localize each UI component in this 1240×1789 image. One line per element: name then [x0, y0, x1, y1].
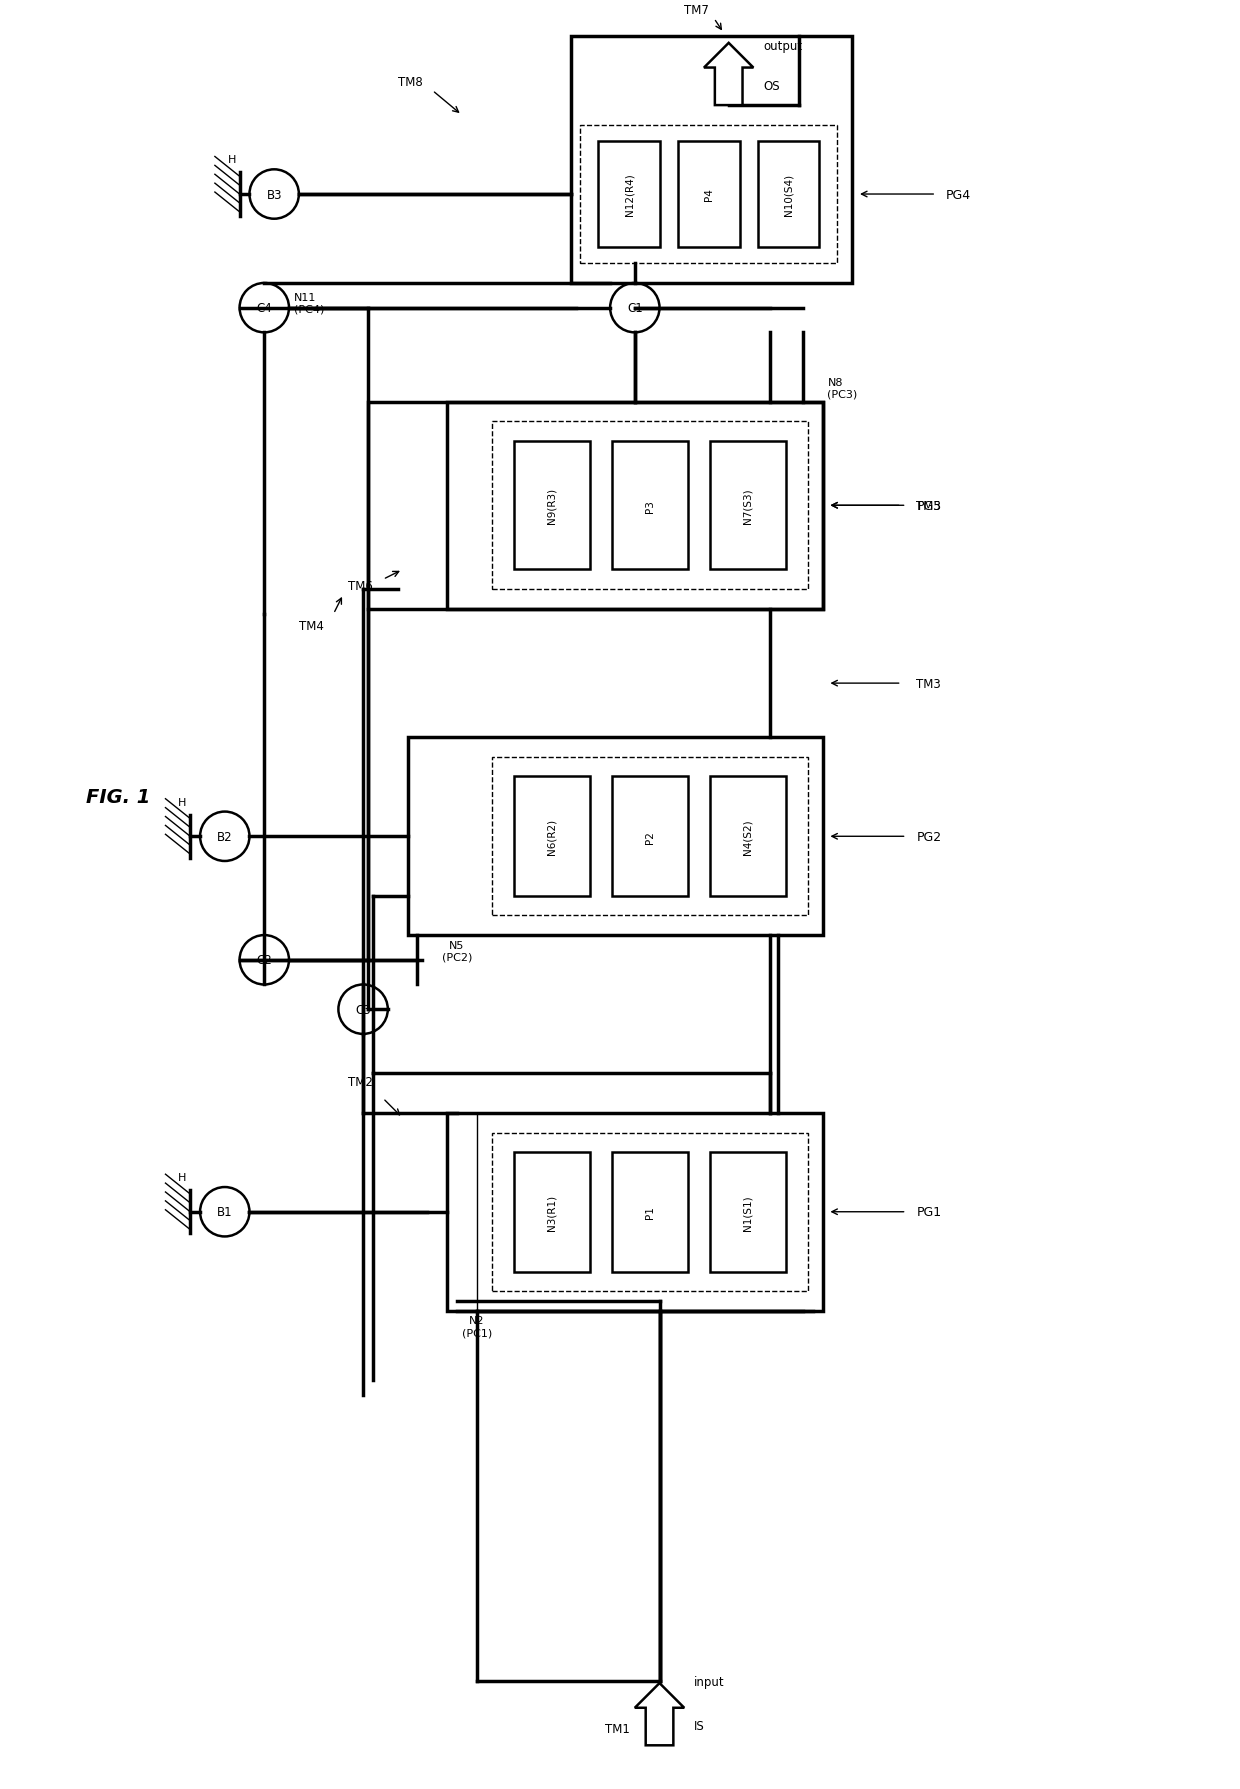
Bar	[513, 1152, 589, 1272]
Text: FIG. 1: FIG. 1	[87, 787, 151, 807]
Text: N8
(PC3): N8 (PC3)	[827, 377, 858, 399]
Text: B1: B1	[217, 1206, 233, 1218]
Bar	[570, 38, 852, 284]
Bar	[491, 759, 807, 916]
Text: TM8: TM8	[398, 77, 423, 89]
Text: TM1: TM1	[605, 1723, 630, 1735]
Text: PG4: PG4	[946, 188, 971, 202]
Text: N3(R1): N3(R1)	[547, 1193, 557, 1231]
Bar	[611, 1152, 688, 1272]
Text: H: H	[227, 156, 236, 165]
Text: OS: OS	[764, 81, 780, 93]
Text: P4: P4	[704, 188, 714, 202]
Bar	[678, 143, 740, 247]
Text: PG1: PG1	[916, 1206, 941, 1218]
Text: output: output	[764, 41, 802, 54]
Text: C1: C1	[627, 302, 642, 315]
Text: input: input	[694, 1675, 724, 1687]
Text: B2: B2	[217, 830, 233, 843]
Text: TM4: TM4	[299, 619, 324, 633]
Bar	[491, 1132, 807, 1292]
Bar	[491, 422, 807, 590]
Bar	[611, 776, 688, 896]
Bar	[758, 143, 820, 247]
Bar	[709, 442, 786, 569]
Text: N2
(PC1): N2 (PC1)	[461, 1315, 492, 1338]
Text: C3: C3	[356, 1004, 371, 1016]
Bar	[709, 776, 786, 896]
Text: N9(R3): N9(R3)	[547, 488, 557, 524]
Text: C2: C2	[257, 954, 272, 966]
Text: PG2: PG2	[916, 830, 941, 843]
Bar	[513, 442, 589, 569]
Text: H: H	[179, 798, 186, 807]
Bar	[513, 776, 589, 896]
Text: IS: IS	[694, 1719, 704, 1732]
Bar	[611, 442, 688, 569]
Text: P2: P2	[645, 830, 655, 843]
Text: TM7: TM7	[684, 4, 709, 18]
Polygon shape	[635, 1683, 684, 1746]
Text: C4: C4	[257, 302, 272, 315]
Text: N5
(PC2): N5 (PC2)	[441, 941, 472, 962]
Text: H: H	[179, 1172, 186, 1183]
Text: N10(S4): N10(S4)	[784, 174, 794, 216]
Text: TM2: TM2	[348, 1075, 373, 1090]
Text: B3: B3	[267, 188, 281, 202]
Bar	[580, 125, 837, 265]
Text: PG3: PG3	[916, 499, 941, 512]
Text: N12(R4): N12(R4)	[624, 174, 635, 216]
Text: TM6: TM6	[348, 580, 373, 592]
Polygon shape	[704, 43, 754, 106]
Text: N11
(PC4): N11 (PC4)	[294, 293, 325, 315]
Bar	[408, 739, 822, 936]
Bar	[368, 403, 822, 610]
Text: TM3: TM3	[916, 678, 941, 691]
Text: TM5: TM5	[916, 499, 941, 512]
Text: P3: P3	[645, 499, 655, 512]
Text: N4(S2): N4(S2)	[743, 819, 753, 855]
Text: N6(R2): N6(R2)	[547, 819, 557, 855]
Bar	[599, 143, 660, 247]
Text: N7(S3): N7(S3)	[743, 488, 753, 524]
Bar	[448, 403, 822, 610]
Text: N1(S1): N1(S1)	[743, 1195, 753, 1229]
Bar	[448, 1113, 822, 1311]
Bar	[709, 1152, 786, 1272]
Text: P1: P1	[645, 1206, 655, 1218]
